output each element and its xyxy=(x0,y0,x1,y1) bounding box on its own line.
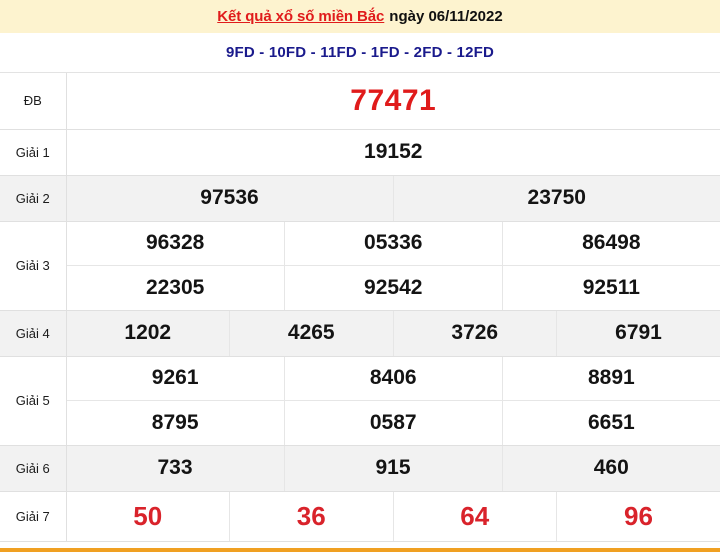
table-row-db: ĐB 77471 xyxy=(0,73,720,130)
g3-subrow-1: 96328 05336 86498 xyxy=(66,221,720,266)
prize-value-g6-2: 915 xyxy=(284,445,503,492)
g3-subrow-2: 22305 92542 92511 xyxy=(66,265,720,310)
prize-label-g1: Giải 1 xyxy=(0,129,67,176)
prize-value-g6-3: 460 xyxy=(502,445,720,492)
prize-value-g3-grid: 96328 05336 86498 22305 92542 92511 xyxy=(66,221,720,311)
prize-label-db: ĐB xyxy=(0,73,67,130)
prize-value-g3-2: 05336 xyxy=(284,221,503,266)
g3-subtable: 96328 05336 86498 22305 92542 92511 xyxy=(66,221,720,310)
prize-value-g5-2: 8406 xyxy=(284,356,503,401)
number-g7-2: 36 xyxy=(296,500,326,531)
prize-value-g7-3: 64 xyxy=(393,491,557,542)
prize-value-g3-6: 92511 xyxy=(582,275,640,299)
prize-value-g3-4: 22305 xyxy=(66,265,285,310)
prize-value-g7-1: 50 xyxy=(66,491,230,542)
prize-value-g4-2: 4265 xyxy=(229,310,394,357)
bottom-accent-bar xyxy=(0,548,720,552)
prize-value-g3-5: 92542 xyxy=(284,265,503,310)
prize-label-g5: Giải 5 xyxy=(0,356,67,446)
prize-value-g5-5: 0587 xyxy=(284,400,503,445)
g5-subrow-1: 9261 8406 8891 xyxy=(66,356,720,401)
prize-label-g6: Giải 6 xyxy=(0,445,67,492)
table-row-g3: Giải 3 96328 05336 86498 22305 92542 xyxy=(0,221,720,311)
prize-value-g3-1: 96328 xyxy=(66,221,285,266)
table-row-g2: Giải 2 97536 23750 xyxy=(0,175,720,222)
prize-label-g2: Giải 2 xyxy=(0,175,67,222)
prize-value-g7-2: 36 xyxy=(229,491,394,542)
header-banner: Kết quả xổ số miền Bắc ngày 06/11/2022 xyxy=(0,0,720,33)
number-g7-4: 96 xyxy=(624,500,653,531)
prize-value-g5-3: 8891 xyxy=(502,356,720,401)
prize-label-g4: Giải 4 xyxy=(0,310,67,357)
prize-value-g5-grid: 9261 8406 8891 8795 0587 6651 xyxy=(66,356,720,446)
prize-value-g2-2: 23750 xyxy=(393,175,720,222)
prize-value-g6-1: 733 xyxy=(66,445,285,492)
prize-value-g4-3: 3726 xyxy=(393,310,557,357)
prize-value-g5-1: 9261 xyxy=(66,356,285,401)
prize-value-g5-6: 6651 xyxy=(587,410,635,434)
table-row-g4: Giải 4 1202 4265 3726 6791 xyxy=(0,310,720,357)
number-g7-3: 64 xyxy=(460,500,490,531)
prize-label-g3: Giải 3 xyxy=(0,221,67,311)
prize-value-g4-1: 1202 xyxy=(66,310,230,357)
g5-subrow-2: 8795 0587 6651 xyxy=(66,400,720,445)
prize-label-g7: Giải 7 xyxy=(0,491,67,542)
results-table: ĐB 77471 Giải 1 19152 Giải 2 97536 23750… xyxy=(0,73,720,542)
table-row-g7: Giải 7 50 36 64 96 xyxy=(0,491,720,542)
table-row-g6: Giải 6 733 915 460 xyxy=(0,445,720,492)
page-title: Kết quả xổ số miền Bắc xyxy=(217,8,385,25)
prize-value-g1: 19152 xyxy=(66,129,720,176)
subtitle-codes: 9FD - 10FD - 11FD - 1FD - 2FD - 12FD xyxy=(225,44,495,61)
prize-value-g7-4: 96 xyxy=(556,491,720,542)
prize-value-g5-4: 8795 xyxy=(66,400,285,445)
number-g7-1: 50 xyxy=(133,500,163,531)
result-date: ngày 06/11/2022 xyxy=(389,8,503,25)
prize-value-g2-1: 97536 xyxy=(66,175,394,222)
prize-value-db: 77471 xyxy=(66,73,720,130)
table-row-g5: Giải 5 9261 8406 8891 8795 0587 xyxy=(0,356,720,446)
prize-value-g4-4: 6791 xyxy=(556,310,720,357)
table-row-g1: Giải 1 19152 xyxy=(0,129,720,176)
g5-subtable: 9261 8406 8891 8795 0587 6651 xyxy=(66,356,720,445)
subtitle-row: 9FD - 10FD - 11FD - 1FD - 2FD - 12FD xyxy=(0,33,720,73)
prize-value-g3-3: 86498 xyxy=(502,221,720,266)
number-db: 77471 xyxy=(350,83,437,117)
